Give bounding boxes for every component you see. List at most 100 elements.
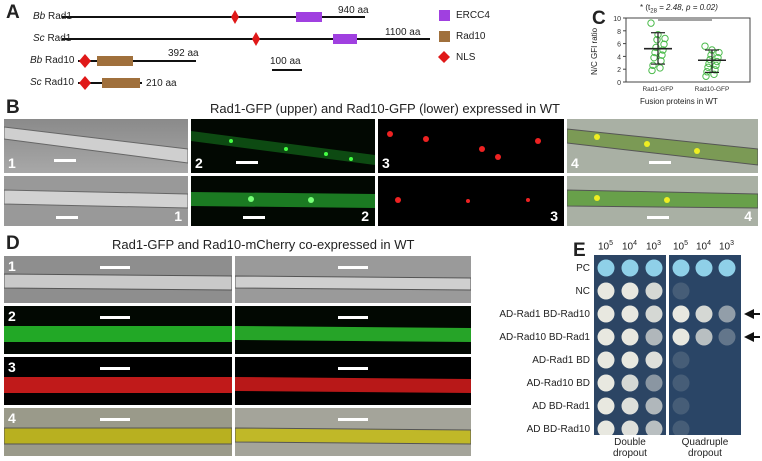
bb-rad10-length: 392 aa: [168, 48, 199, 59]
chart-c-frame: [625, 17, 751, 83]
bb-rad10-nls: [79, 54, 91, 68]
micrograph-b-r1-gfp: 2: [191, 119, 375, 173]
micrograph-b-r2-bf: 1: [4, 176, 188, 226]
micrograph-b-r2-nucleus: 3: [378, 176, 564, 226]
row-label-ad-bd-rad1: AD BD-Rad1: [532, 401, 590, 412]
yeast-spot: [672, 305, 690, 323]
legend-ercc4: ERCC4: [456, 10, 490, 21]
chart-c-point: [658, 51, 666, 59]
chart-c-point: [713, 57, 721, 66]
yeast-spot: [621, 328, 639, 346]
yeast-spots: [597, 259, 736, 435]
row-label-ad-rad10-bd: AD-Rad10 BD: [526, 378, 590, 389]
dilution-label-2: 104: [622, 240, 638, 253]
panel-letter-a: A: [6, 2, 20, 23]
yeast-spot: [672, 420, 690, 435]
micrograph-b-r2-merge: 4: [567, 176, 758, 226]
chart-c-ylabel: N/C GFI ratio: [590, 27, 599, 75]
chart-c-point: [650, 53, 658, 62]
row-label-ad-bd-rad10: AD BD-Rad10: [526, 424, 590, 435]
micrograph-b-r1-nucleus: 3: [378, 119, 564, 173]
chart-c-point: [648, 66, 656, 75]
bb-rad10-label: Bb Rad10: [30, 55, 75, 66]
yeast-spot: [597, 282, 615, 300]
yeast-spot: [621, 282, 639, 300]
panel-letter-e: E: [573, 240, 586, 261]
chart-c-point: [659, 46, 667, 54]
chart-c-point: [661, 34, 669, 43]
chart-c-point: [702, 72, 710, 80]
chart-c-xlabel: Fusion proteins in WT: [640, 97, 718, 106]
legend-nls: NLS: [456, 52, 476, 63]
row-label-ad-rad1-bd: AD-Rad1 BD: [532, 355, 590, 366]
sc-rad10-domain: [102, 78, 140, 88]
arrow-markers: [744, 309, 760, 342]
yeast-spot: [645, 374, 663, 392]
yeast-spot: [597, 351, 615, 369]
yeast-spot: [695, 259, 713, 277]
micrograph-d-l1: 1: [4, 256, 232, 303]
scale-bar-label: 100 aa: [270, 56, 301, 67]
plate-label-double: Double dropout: [613, 437, 647, 459]
yeast-spot: [621, 397, 639, 415]
chart-c-point: [710, 70, 718, 79]
yeast-spot: [718, 328, 736, 346]
sc-rad1-label: Sc Rad1: [33, 33, 72, 44]
micrograph-d-l2: 2: [4, 306, 232, 354]
yeast-spot: [645, 282, 663, 300]
panel-b-title: Rad1-GFP (upper) and Rad10-GFP (lower) e…: [210, 101, 560, 116]
micrograph-d-r1: [235, 256, 471, 303]
chart-c-point: [704, 63, 712, 71]
yeast-spot: [597, 420, 615, 435]
micrograph-d-l4: 4: [4, 408, 232, 456]
micrograph-d-l3: 3: [4, 357, 232, 405]
sc-rad10-length: 210 aa: [146, 78, 177, 89]
yeast-spot: [621, 305, 639, 323]
dilution-label-5: 104: [696, 240, 712, 253]
chart-c-ytick-label: 6: [617, 42, 621, 49]
micrograph-b-r2-gfp: 2: [191, 176, 375, 226]
bb-rad10-domain: [97, 56, 133, 66]
legend-rad10: Rad10: [456, 31, 486, 42]
yeast-spot: [597, 374, 615, 392]
yeast-spot: [597, 328, 615, 346]
panel-d-title: Rad1-GFP and Rad10-mCherry co-expressed …: [112, 237, 415, 252]
yeast-spot: [672, 374, 690, 392]
chart-c-point: [715, 48, 723, 57]
yeast-spot: [645, 420, 663, 435]
bb-rad1-label: Bb Rad1: [33, 11, 72, 22]
row-label-pc: PC: [576, 263, 590, 274]
yeast-spot: [621, 374, 639, 392]
chart-c-ytick-label: 2: [617, 67, 621, 74]
yeast-spot: [645, 305, 663, 323]
dilution-label-6: 103: [719, 240, 735, 253]
chart-c-point: [701, 42, 709, 50]
yeast-spot: [672, 351, 690, 369]
chart-c-ytick-label: 4: [617, 54, 621, 61]
micrograph-d-r4: [235, 408, 471, 456]
row-label-ad-rad1-bd-rad10: AD-Rad1 BD-Rad10: [499, 309, 590, 320]
sc-rad10-nls: [79, 76, 91, 90]
chart-c-point: [647, 19, 655, 27]
yeast-spot: [645, 351, 663, 369]
sc-rad1-nls: [252, 32, 260, 46]
chart-c-point: [652, 43, 660, 52]
micrograph-d-r2: [235, 306, 471, 354]
yeast-spot: [645, 328, 663, 346]
chart-c-point: [712, 61, 720, 70]
dilution-label-4: 105: [673, 240, 689, 253]
panel-letter-d: D: [6, 233, 20, 254]
yeast-spot: [597, 305, 615, 323]
chart-c-ytick-label: 0: [617, 80, 621, 87]
yeast-spot: [672, 259, 690, 277]
chart-c-ytick-label: 8: [617, 29, 621, 36]
yeast-spot: [695, 328, 713, 346]
yeast-spot: [672, 282, 690, 300]
chart-c-point: [656, 64, 664, 72]
chart-c-ytick-label: 10: [613, 16, 621, 23]
sc-rad1-length: 1100 aa: [385, 27, 421, 38]
domain-diagram: [62, 10, 450, 90]
panel-letter-b: B: [6, 97, 20, 118]
chart-c: 0 2 4 6 8 10 Rad1-GFP Rad10-GFP: [613, 16, 751, 93]
yeast-spot: [645, 259, 663, 277]
